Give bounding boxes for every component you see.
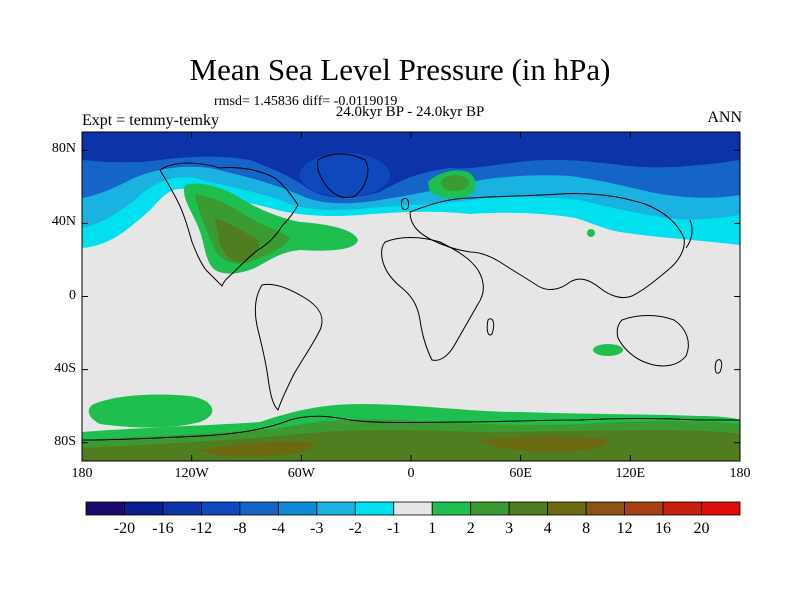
colorbar-label: -12	[190, 520, 213, 537]
scandinavia-dark-green	[441, 175, 469, 191]
colorbar-label: 1	[428, 520, 437, 537]
lat-label: 0	[69, 287, 76, 303]
colorbar-swatch	[431, 501, 472, 516]
colorbar-swatch	[239, 501, 279, 516]
colorbar-label: 20	[693, 520, 710, 537]
lon-label: 180	[729, 466, 751, 481]
colorbar-swatch	[85, 501, 125, 516]
colorbar-label: -4	[271, 520, 286, 537]
antarctic-brown-patch-east	[480, 436, 608, 452]
lat-label: 80N	[51, 141, 76, 157]
colorbar-label: -3	[310, 520, 324, 537]
north-deep-blue-core	[82, 132, 740, 198]
colorbar-swatch	[393, 501, 433, 516]
colorbar-swatch	[201, 501, 241, 516]
indian-ocean-green-patch	[593, 344, 623, 356]
north-america-dark-green	[195, 195, 290, 264]
colorbar-swatch	[162, 501, 202, 516]
coastline-africa	[381, 237, 484, 361]
north-america-olive-core	[215, 218, 259, 262]
coastline-greenland	[317, 153, 369, 199]
colorbar-label: -16	[152, 520, 174, 537]
coastline-australia	[616, 315, 689, 367]
lat-label: 40S	[54, 360, 76, 376]
lon-label: 120E	[615, 466, 646, 481]
coastline-japan	[685, 219, 693, 249]
colorbar-swatch	[354, 501, 395, 516]
colorbar-swatch	[316, 501, 356, 516]
colorbar-label: -1	[387, 520, 401, 537]
colorbar-label: -8	[233, 520, 247, 537]
coastline-south-america	[254, 283, 323, 411]
experiment-label: Expt = temmy-temky	[82, 112, 219, 129]
antarctic-brown-patch	[200, 441, 313, 457]
coastlines	[82, 153, 740, 441]
colorbar-label: -2	[348, 520, 362, 537]
colorbar-label: 8	[582, 520, 591, 537]
central-asia-green-patch	[587, 229, 595, 237]
period-label: 24.0kyr BP - 24.0kyr BP	[335, 104, 485, 120]
colorbar-swatch	[585, 501, 625, 516]
colorbar-swatch	[701, 501, 741, 516]
pressure-field	[82, 132, 740, 461]
season-label: ANN	[707, 109, 742, 126]
coastline-eurasia	[409, 193, 685, 299]
colorbar-swatch	[124, 501, 164, 516]
coastline-north-america	[159, 162, 299, 287]
colorbar	[85, 501, 741, 516]
lat-label: 40N	[51, 214, 76, 230]
lon-label: 60E	[509, 466, 532, 481]
lon-label: 180	[71, 466, 93, 481]
lon-label: 120W	[174, 466, 209, 481]
colorbar-swatch	[508, 501, 549, 516]
colorbar-swatch	[624, 501, 664, 516]
colorbar-label: 3	[505, 520, 514, 537]
colorbar-label: 16	[655, 520, 672, 537]
colorbar-label: 2	[466, 520, 475, 537]
south-pacific-green-patch	[88, 394, 213, 428]
colorbar-label: 12	[616, 520, 633, 537]
lon-label: 60W	[287, 466, 315, 481]
colorbar-swatch	[547, 501, 587, 516]
lat-label: 80S	[54, 433, 76, 449]
axis-ticks	[81, 132, 741, 461]
rmsd-diff-stats: rmsd= 1.45836 diff= -0.0119019	[214, 94, 398, 109]
greenland-dark-blue	[300, 153, 390, 197]
plot-title: Mean Sea Level Pressure (in hPa)	[189, 52, 611, 87]
lon-label: 0	[407, 466, 415, 481]
coastline-uk	[401, 197, 409, 211]
colorbar-swatch	[662, 501, 702, 516]
colorbar-swatch	[470, 501, 510, 516]
colorbar-label: 4	[543, 520, 552, 537]
colorbar-swatch	[277, 501, 318, 516]
coastline-madagascar	[486, 318, 495, 336]
colorbar-label: -20	[113, 520, 136, 537]
coastline-new-zealand	[714, 359, 723, 374]
coastline-antarctica	[82, 415, 740, 441]
